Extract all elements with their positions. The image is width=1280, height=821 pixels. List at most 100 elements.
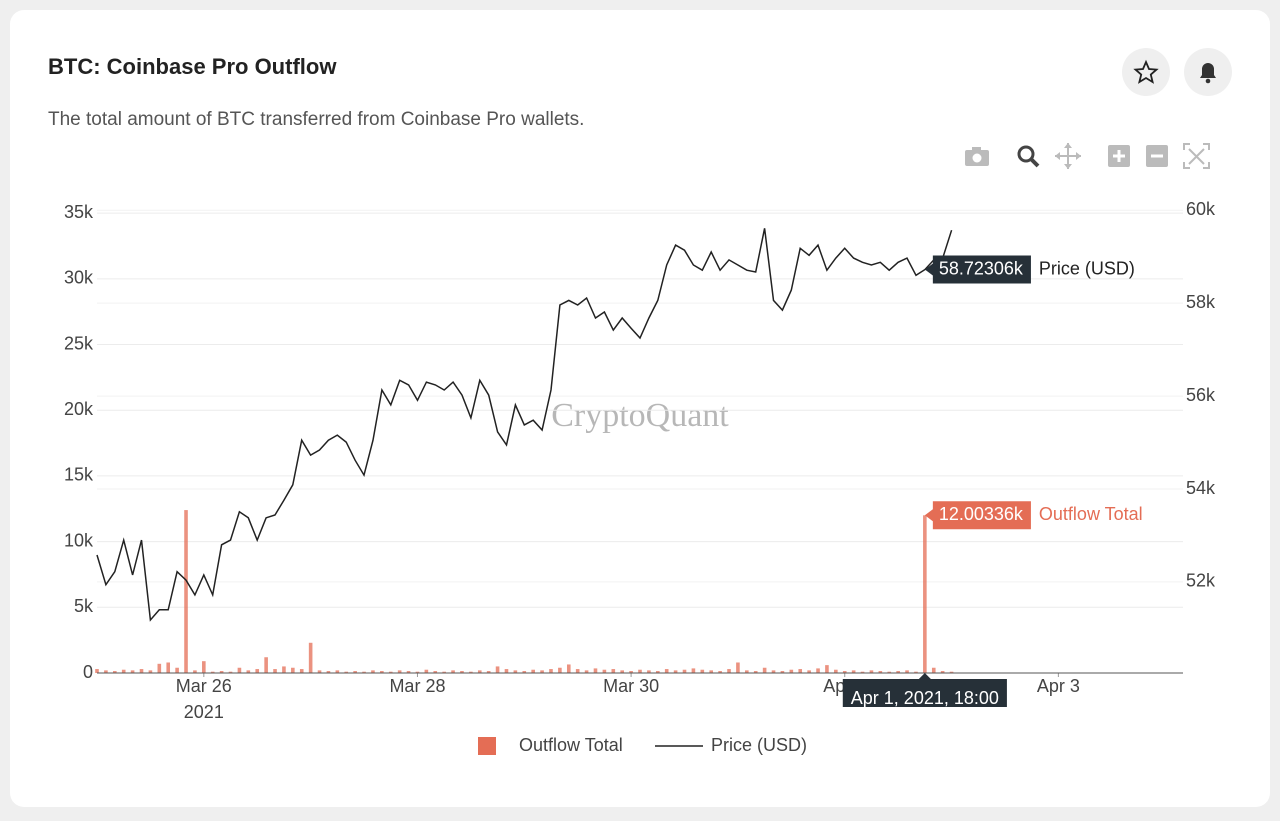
bar	[433, 671, 438, 673]
hover-name: Price (USD)	[1039, 258, 1135, 278]
bar	[469, 671, 473, 673]
bar	[718, 671, 722, 673]
star-button[interactable]	[1122, 48, 1170, 96]
bar	[397, 670, 402, 673]
zoom-out-icon[interactable]	[1146, 145, 1168, 167]
hover-label: 58.72306k Price (USD)	[924, 255, 1135, 284]
bar	[424, 669, 429, 673]
hover-label: 12.00336k Outflow Total	[924, 501, 1143, 530]
bar	[317, 670, 322, 673]
bar	[451, 670, 455, 673]
title: BTC: Coinbase Pro Outflow	[48, 54, 337, 79]
bar	[549, 669, 553, 673]
y2-tick-label: 52k	[1186, 571, 1216, 591]
bar	[558, 667, 562, 673]
bar	[611, 669, 616, 673]
bar	[682, 669, 687, 673]
autoscale-icon[interactable]	[1183, 143, 1210, 169]
bar	[299, 669, 304, 673]
bar	[878, 671, 883, 673]
y2-tick-label: 56k	[1186, 385, 1216, 405]
bar	[745, 670, 749, 673]
bar	[139, 669, 144, 673]
bar	[210, 671, 215, 673]
bar	[709, 670, 714, 673]
bar	[193, 670, 197, 673]
y-tick-label: 20k	[64, 399, 94, 419]
zoom-icon[interactable]	[1017, 145, 1040, 168]
hover-box	[924, 501, 1031, 530]
bar	[566, 664, 571, 673]
hover-value: 58.72306k	[939, 258, 1024, 278]
bar	[273, 669, 277, 673]
bar	[673, 670, 678, 673]
bar	[664, 669, 669, 673]
bar	[148, 670, 153, 673]
y-tick-label: 5k	[74, 596, 94, 616]
bar	[406, 671, 411, 673]
bar	[460, 671, 464, 673]
bar	[121, 669, 126, 673]
y-tick-label: 35k	[64, 202, 94, 222]
bar	[522, 671, 527, 673]
bar	[202, 661, 206, 673]
bar	[157, 663, 162, 673]
bar	[264, 657, 268, 673]
hover-x-label: Apr 1, 2021, 18:00	[851, 688, 999, 708]
bar	[166, 662, 171, 673]
bar	[104, 670, 108, 673]
bar	[308, 642, 313, 673]
bar	[851, 670, 856, 673]
x-tick-label: Mar 26	[176, 676, 232, 696]
bar	[228, 671, 233, 673]
legend-label: Outflow Total	[519, 735, 623, 755]
x-tick-label: Mar 30	[603, 676, 659, 696]
bar	[842, 671, 847, 673]
bell-button[interactable]	[1184, 48, 1232, 96]
y-tick-label: 10k	[64, 530, 94, 550]
bar	[727, 669, 731, 673]
bar	[442, 671, 446, 673]
bar	[914, 671, 918, 673]
zoom-in-icon[interactable]	[1108, 145, 1130, 167]
bar	[923, 515, 927, 673]
bar	[219, 671, 224, 673]
bar	[486, 671, 491, 673]
bar	[335, 670, 340, 673]
hover-x-box	[842, 673, 1007, 707]
bar	[825, 665, 829, 673]
bar	[95, 669, 99, 673]
bar	[807, 670, 811, 673]
subtitle: The total amount of BTC transferred from…	[48, 109, 584, 130]
bar	[237, 667, 242, 673]
hover-x: Apr 1, 2021, 18:00	[842, 673, 1007, 708]
bar	[246, 670, 251, 673]
bar	[736, 662, 740, 673]
pan-icon[interactable]	[1055, 143, 1081, 169]
bar	[647, 670, 651, 673]
bar	[887, 671, 892, 673]
bar	[896, 671, 900, 673]
bar	[130, 670, 135, 673]
y-tick-label: 30k	[64, 268, 94, 288]
y2-tick-label: 60k	[1186, 199, 1216, 219]
y2-tick-label: 54k	[1186, 478, 1216, 498]
y2-tick-label: 58k	[1186, 292, 1216, 312]
x-year-label: 2021	[184, 702, 224, 722]
bar	[255, 669, 260, 673]
bar	[415, 671, 420, 673]
bar	[575, 669, 580, 673]
bar	[798, 669, 803, 673]
camera-icon[interactable]	[965, 147, 989, 166]
bar	[291, 667, 295, 673]
bar	[620, 670, 624, 673]
price-line	[96, 228, 953, 622]
bar	[789, 669, 794, 673]
bar	[184, 510, 188, 673]
bar	[477, 670, 482, 673]
hover-value: 12.00336k	[939, 504, 1024, 524]
bar	[691, 668, 696, 673]
y-tick-label: 15k	[64, 465, 94, 485]
bar	[700, 669, 705, 673]
